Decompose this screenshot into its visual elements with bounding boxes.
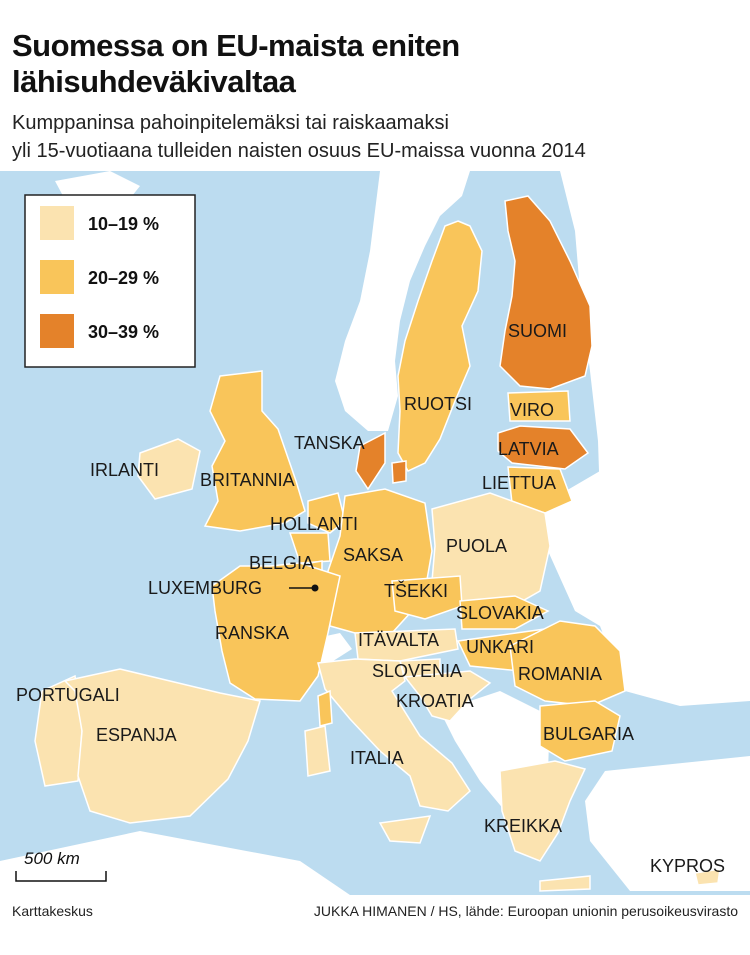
map-area: 10–19 % 20–29 % 30–39 % SUOMI RUOTSI VIR… [0,171,750,895]
legend-label-3: 30–39 % [88,322,159,342]
country-suomi[interactable] [499,195,593,390]
turkey-land [585,756,750,891]
island-tanska-east [391,460,407,484]
country-portugali[interactable] [34,674,83,787]
label-slovakia: SLOVAKIA [456,603,544,623]
country-kroatia[interactable] [403,670,492,722]
label-espanja: ESPANJA [96,725,177,745]
country-belgia[interactable] [288,532,331,564]
country-liettua[interactable] [507,466,573,514]
legend-swatch-3 [40,314,74,348]
country-espanja[interactable] [63,668,261,824]
label-ruotsi: RUOTSI [404,394,472,414]
label-itavalta: ITÄVALTA [358,630,439,650]
label-liettua: LIETTUA [482,473,556,493]
label-kreikka: KREIKKA [484,816,562,836]
country-kreikka[interactable] [499,760,587,862]
country-viro[interactable] [507,390,571,422]
legend-label-1: 10–19 % [88,214,159,234]
norway-land [335,171,470,431]
belarus-ukraine-land [540,471,750,706]
legend-label-2: 20–29 % [88,268,159,288]
title-line-1: Suomessa on EU-maista eniten [12,28,460,63]
legend: 10–19 % 20–29 % 30–39 % [24,194,196,368]
label-tanska: TANSKA [294,433,365,453]
label-italia: ITALIA [350,748,404,768]
subtitle-line-2: yli 15-vuotiaana tulleiden naisten osuus… [12,140,586,162]
country-britannia[interactable] [203,370,306,532]
map-title: Suomessa on EU-maista eniten lähisuhdevä… [12,28,460,100]
country-ranska[interactable] [211,562,341,702]
country-bulgaria[interactable] [539,700,621,762]
europe-map: 10–19 % 20–29 % 30–39 % SUOMI RUOTSI VIR… [0,171,750,895]
map-subtitle: Kumppaninsa pahoinpitelemäksi tai raiska… [12,109,586,165]
label-latvia: LATVIA [498,439,559,459]
luxemburg-marker [311,584,319,592]
island-corsica [317,689,333,727]
country-ruotsi[interactable] [397,220,483,472]
label-luxemburg: LUXEMBURG [148,578,262,598]
label-hollanti: HOLLANTI [270,514,358,534]
country-romania[interactable] [509,620,626,707]
country-kypros[interactable] [694,868,721,886]
island-sardinia [304,725,331,777]
label-belgia: BELGIA [249,553,314,573]
label-romania: ROMANIA [518,664,602,684]
label-viro: VIRO [510,400,554,420]
footer-credit-right: JUKKA HIMANEN / HS, lähde: Euroopan unio… [313,903,738,919]
legend-swatch-2 [40,260,74,294]
footer-credit-left: Karttakeskus [12,903,93,919]
title-line-2: lähisuhdeväkivaltaa [12,64,296,99]
scale-label: 500 km [24,849,80,868]
country-irlanti[interactable] [137,438,201,500]
eu-countries [34,195,721,892]
label-saksa: SAKSA [343,545,403,565]
country-slovakia[interactable] [459,595,550,630]
label-slovenia: SLOVENIA [372,661,462,681]
label-britannia: BRITANNIA [200,470,295,490]
north-africa-land [0,831,350,895]
label-kypros: KYPROS [650,856,725,876]
legend-swatch-1 [40,206,74,240]
island-sicily [378,815,432,844]
country-itavalta[interactable] [354,628,459,662]
label-tsekki: TŠEKKI [384,580,448,601]
scale-bar: 500 km [15,849,107,882]
country-tsekki[interactable] [391,575,463,620]
label-kroatia: KROATIA [396,691,474,711]
country-latvia[interactable] [497,425,590,470]
island-crete [539,875,591,892]
country-italia[interactable] [317,658,471,812]
label-puola: PUOLA [446,536,507,556]
label-irlanti: IRLANTI [90,460,159,480]
country-labels: SUOMI RUOTSI VIRO TANSKA LATVIA IRLANTI … [16,321,725,876]
label-unkari: UNKARI [466,637,534,657]
label-bulgaria: BULGARIA [543,724,634,744]
label-ranska: RANSKA [215,623,289,643]
label-portugali: PORTUGALI [16,685,120,705]
country-hollanti[interactable] [307,492,346,534]
subtitle-line-1: Kumppaninsa pahoinpitelemäksi tai raiska… [12,112,449,134]
label-suomi: SUOMI [508,321,567,341]
country-tanska[interactable] [355,431,386,491]
scale-line [15,871,107,882]
